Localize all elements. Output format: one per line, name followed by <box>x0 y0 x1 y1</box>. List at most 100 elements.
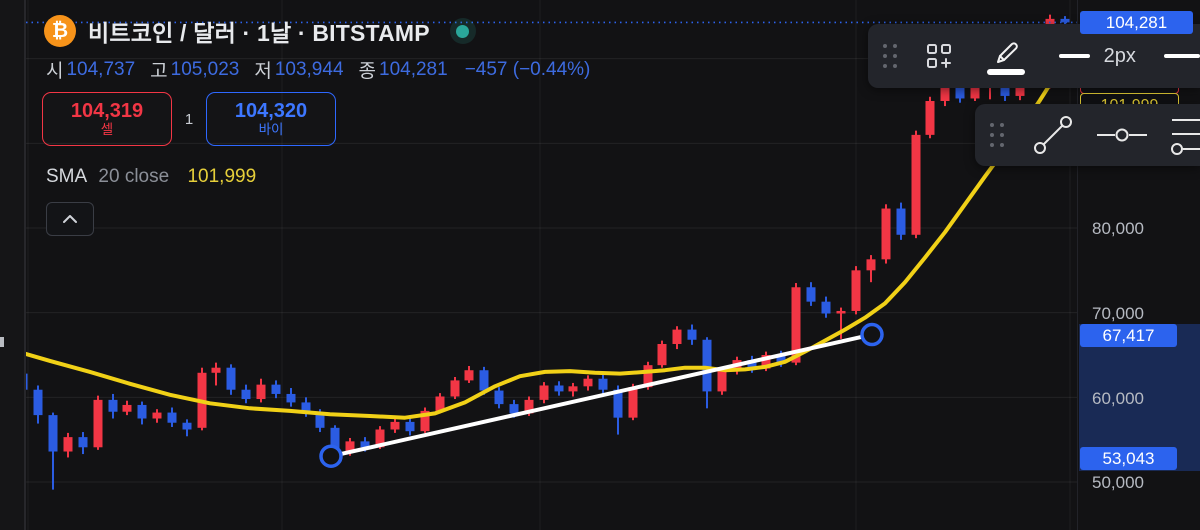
candle-body <box>554 385 564 392</box>
toolbar-drag-handle[interactable] <box>883 44 897 68</box>
buy-button[interactable]: 104,320 바이 <box>206 92 336 146</box>
candle-body <box>122 404 132 412</box>
candle-body <box>821 301 831 314</box>
templates-icon <box>927 44 951 68</box>
shapes-toolbar-drag-handle[interactable] <box>990 123 1004 147</box>
candle-body <box>464 370 474 381</box>
buy-price: 104,320 <box>234 100 308 123</box>
candle-body <box>63 437 73 452</box>
bitcoin-icon: ₿ <box>44 15 76 47</box>
indicator-legend[interactable]: SMA 20 close 101,999 <box>46 166 256 188</box>
line-width-label: 2px <box>1103 44 1136 67</box>
candle-body <box>479 370 489 391</box>
candle-body <box>628 387 638 418</box>
candle-body <box>360 441 370 448</box>
ohlc-row: 시 104,737 고 105,023 저 103,944 종 104,281 … <box>46 56 590 83</box>
candle-body <box>167 412 177 423</box>
axis-tick-50000: 50,000 <box>1092 473 1144 492</box>
close-label: 종 <box>358 61 376 82</box>
candle-body <box>598 378 608 390</box>
candle-body <box>702 339 712 392</box>
candle-body <box>613 389 623 418</box>
parallel-channel-tool-button[interactable] <box>1170 114 1200 156</box>
indicator-value: 101,999 <box>187 166 257 187</box>
pencil-icon <box>997 41 1018 63</box>
candle-body <box>256 384 266 400</box>
candle-body <box>672 329 682 344</box>
horizontal-line-tool-button[interactable] <box>1096 127 1148 143</box>
candle-body <box>866 259 876 271</box>
axis-tick-70000: 70,000 <box>1092 304 1144 323</box>
trendline-handle-start[interactable] <box>319 444 343 468</box>
symbol-header: ₿ 비트코인 / 달러 · 1날 · BITSTAMP <box>44 14 476 48</box>
high-value: 105,023 <box>170 58 240 80</box>
candle-body <box>643 365 653 388</box>
sma-line[interactable] <box>10 33 1080 420</box>
candle-body <box>925 101 935 135</box>
candle-body <box>315 412 325 428</box>
close-value: 104,281 <box>379 58 448 80</box>
candle-body <box>108 399 118 412</box>
candle-body <box>211 367 221 373</box>
candle-body <box>896 208 906 235</box>
candle-body <box>405 421 415 432</box>
candle-body <box>881 208 891 260</box>
trendline-drawing[interactable] <box>329 332 874 459</box>
line-style-button[interactable] <box>1163 54 1200 58</box>
candle-body <box>301 402 311 413</box>
drawing-style-toolbar: 2px <box>868 24 1200 88</box>
horizontal-line-icon <box>1097 128 1147 142</box>
trendline-high-badge: 67,417 <box>1080 324 1177 347</box>
candle-body <box>390 421 400 430</box>
candle-body <box>137 404 147 419</box>
last-price-badge: 104,281 <box>1080 11 1193 34</box>
spread-value: 1 <box>184 110 194 128</box>
high-label: 고 <box>150 61 168 82</box>
line-color-button[interactable] <box>987 38 1025 75</box>
candle-body <box>806 287 816 302</box>
candle-body <box>657 343 667 366</box>
sell-price: 104,319 <box>70 100 144 123</box>
candle-body <box>747 360 757 369</box>
candle-body <box>940 81 950 101</box>
candle-body <box>791 287 801 363</box>
collapse-legend-button[interactable] <box>46 202 94 236</box>
candle-body <box>583 378 593 387</box>
indicator-params: 20 close <box>98 166 170 187</box>
candle-body <box>241 389 251 400</box>
candle-body <box>48 415 58 452</box>
candle-body <box>836 310 846 314</box>
open-label: 시 <box>46 61 64 82</box>
trendline-tool-button[interactable] <box>1030 112 1076 158</box>
candle-body <box>539 385 549 400</box>
candle-body <box>375 429 385 448</box>
candle-body <box>450 380 460 397</box>
sell-button[interactable]: 104,319 셀 <box>42 92 172 146</box>
market-open-dot-icon <box>456 24 470 38</box>
low-label: 저 <box>254 61 272 82</box>
low-value: 103,944 <box>274 58 344 80</box>
trendline-low-badge: 53,043 <box>1080 447 1177 470</box>
candle-body <box>420 410 430 432</box>
candle-body <box>286 393 296 403</box>
axis-tick-80000: 80,000 <box>1092 219 1144 238</box>
candle-body <box>345 441 355 453</box>
candle-body <box>524 399 534 414</box>
template-button[interactable] <box>925 42 953 70</box>
candle-body <box>494 390 504 405</box>
candle-body <box>911 134 921 235</box>
parallel-channel-icon <box>1171 119 1200 155</box>
sell-label: 셀 <box>100 122 114 138</box>
line-width-button[interactable] <box>1059 54 1090 58</box>
symbol-title[interactable]: 비트코인 / 달러 · 1날 · BITSTAMP <box>88 20 430 46</box>
trendline-handle-end[interactable] <box>860 322 884 347</box>
indicator-name: SMA <box>46 166 87 187</box>
candle-body <box>851 270 861 311</box>
candle-body <box>93 399 103 448</box>
candle-body <box>226 367 236 390</box>
candle-body <box>776 355 786 363</box>
buy-label: 바이 <box>258 122 284 138</box>
candle-body <box>33 389 43 416</box>
